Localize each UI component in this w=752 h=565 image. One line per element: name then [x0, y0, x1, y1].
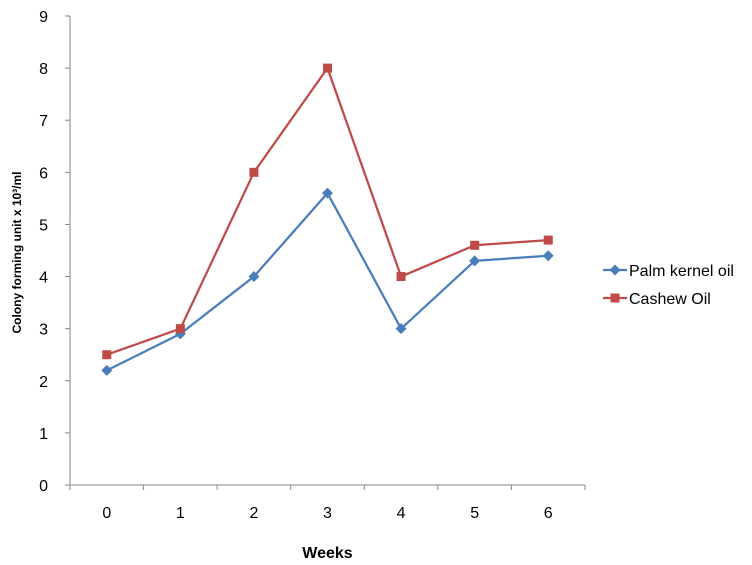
y-tick-label: 1 [39, 426, 48, 443]
data-point-palm-kernel-oil [101, 364, 113, 376]
legend-marker-palm-kernel-oil [609, 264, 621, 276]
data-point-cashew-oil [249, 167, 259, 177]
series-layer [101, 63, 554, 376]
legend-item-cashew-oil: Cashew Oil [603, 291, 711, 308]
x-axis-title: Weeks [302, 545, 353, 562]
data-point-cashew-oil [102, 350, 112, 360]
y-tick-label: 9 [39, 9, 48, 26]
y-tick-label: 0 [39, 478, 48, 495]
legend: Palm kernel oil Cashew Oil [603, 263, 734, 308]
y-tick-label: 5 [39, 217, 48, 234]
data-point-palm-kernel-oil [248, 271, 260, 283]
x-tick-label: 6 [544, 505, 553, 522]
data-point-palm-kernel-oil [395, 323, 407, 335]
legend-marker-cashew-oil [610, 293, 620, 303]
y-tick-label: 3 [39, 322, 48, 339]
data-point-cashew-oil [543, 235, 553, 245]
series-line-cashew-oil [106, 66, 549, 356]
x-tick-label: 3 [323, 505, 332, 522]
legend-label-palm-kernel-oil: Palm kernel oil [629, 263, 734, 280]
y-tick-label: 7 [39, 113, 48, 130]
x-tick-label: 1 [176, 505, 185, 522]
y-axis-title: Colony forming unit x 10³/ml [10, 171, 24, 333]
legend-item-palm-kernel-oil: Palm kernel oil [603, 263, 734, 280]
data-point-cashew-oil [470, 240, 480, 250]
data-point-palm-kernel-oil [469, 255, 481, 267]
y-tick-label: 2 [39, 374, 48, 391]
x-tick-labels: 0 1 2 3 4 5 6 [102, 505, 552, 522]
y-tick-label: 8 [39, 61, 48, 78]
axes [65, 15, 586, 490]
data-point-cashew-oil [323, 63, 332, 73]
series-palm-kernel-oil [101, 187, 554, 376]
y-tick-label: 4 [39, 270, 48, 287]
data-point-cashew-oil [396, 272, 406, 282]
x-tick-label: 4 [397, 505, 406, 522]
legend-label-cashew-oil: Cashew Oil [629, 291, 711, 308]
x-tick-label: 5 [470, 505, 479, 522]
series-line-palm-kernel-oil [106, 192, 549, 372]
y-tick-labels: 0 1 2 3 4 5 6 7 8 9 [39, 9, 48, 495]
series-cashew-oil [102, 63, 553, 360]
y-tick-label: 6 [39, 165, 48, 182]
x-tick-label: 2 [249, 505, 258, 522]
data-point-cashew-oil [175, 324, 185, 334]
data-point-palm-kernel-oil [542, 250, 554, 262]
x-tick-label: 0 [102, 505, 111, 522]
data-point-palm-kernel-oil [322, 187, 333, 199]
